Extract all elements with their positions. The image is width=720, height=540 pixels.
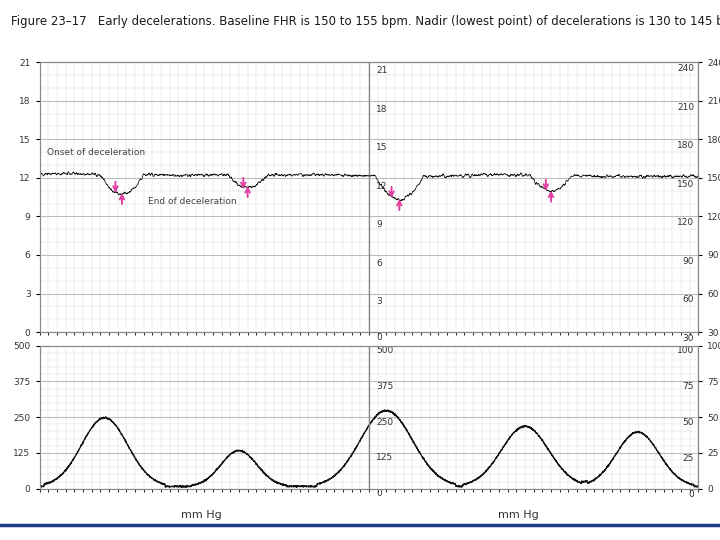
Text: Figure 23–17   Early decelerations. Baseline FHR is 150 to 155 bpm. Nadir (lowes: Figure 23–17 Early decelerations. Baseli… <box>11 15 720 28</box>
Text: mm Hg: mm Hg <box>498 510 539 521</box>
Text: 21: 21 <box>376 66 387 75</box>
Text: 375: 375 <box>376 382 393 391</box>
Text: 120: 120 <box>677 218 694 227</box>
Text: 9: 9 <box>376 220 382 230</box>
Text: 6: 6 <box>376 259 382 268</box>
Text: 12: 12 <box>376 181 387 191</box>
Text: 18: 18 <box>376 105 387 113</box>
Text: 180: 180 <box>677 141 694 150</box>
Text: Onset of deceleration: Onset of deceleration <box>47 147 145 157</box>
Text: 0: 0 <box>688 490 694 498</box>
Text: 125: 125 <box>376 454 393 462</box>
Text: 500: 500 <box>376 346 393 355</box>
Text: 75: 75 <box>683 382 694 392</box>
Text: mm Hg: mm Hg <box>181 510 222 521</box>
Text: 150: 150 <box>677 180 694 189</box>
Text: 100: 100 <box>677 347 694 355</box>
Text: 25: 25 <box>683 454 694 463</box>
Text: 30: 30 <box>683 334 694 343</box>
Text: 50: 50 <box>683 418 694 427</box>
Text: 0: 0 <box>376 489 382 498</box>
Text: 90: 90 <box>683 257 694 266</box>
Text: 3: 3 <box>376 298 382 306</box>
Text: 210: 210 <box>677 103 694 112</box>
Text: 60: 60 <box>683 295 694 305</box>
Text: 0: 0 <box>376 333 382 342</box>
Text: 250: 250 <box>376 418 393 427</box>
Text: 15: 15 <box>376 143 387 152</box>
Text: End of deceleration: End of deceleration <box>148 197 237 206</box>
Text: 240: 240 <box>677 64 694 73</box>
